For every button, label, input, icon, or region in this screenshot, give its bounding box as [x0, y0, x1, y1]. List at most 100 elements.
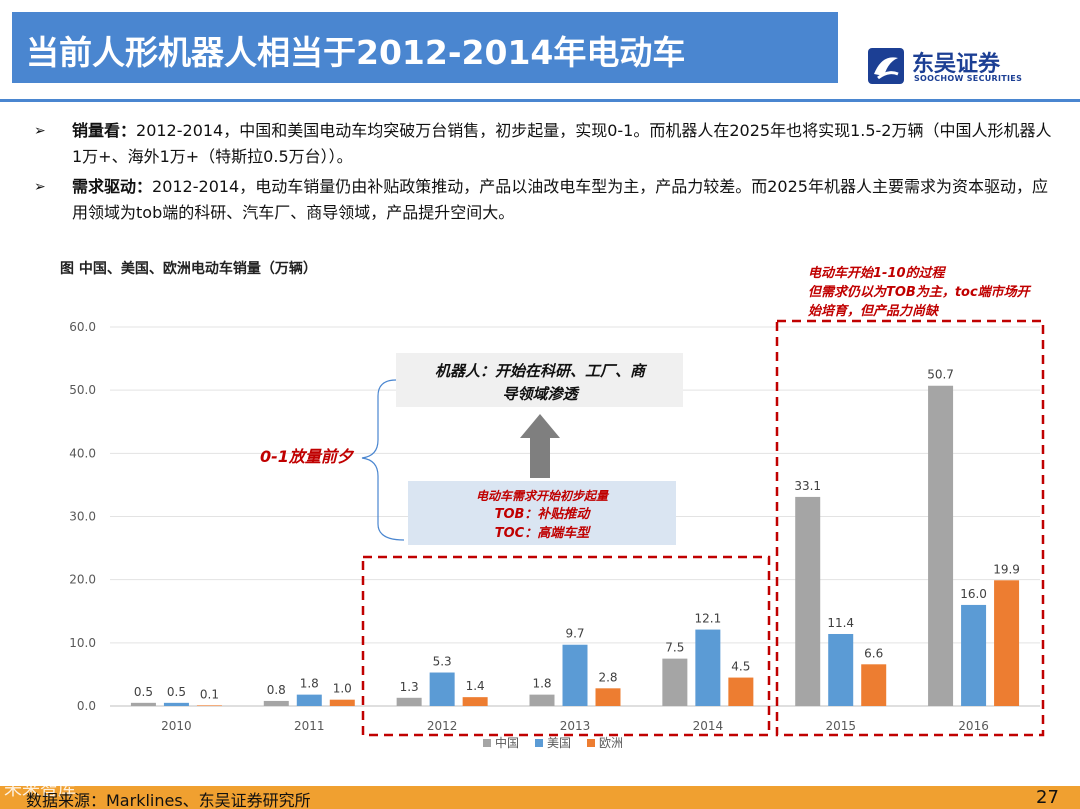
page-number: 27 — [1036, 787, 1059, 808]
ev-sales-chart: 0.0 10.0 20.0 30.0 40.0 50.0 60.0 0.5 0.5 0.1 2010… — [69, 265, 1045, 750]
x-tick-label: 2016 — [958, 719, 989, 733]
x-tick-label: 2012 — [427, 719, 458, 733]
up-arrow-icon — [520, 414, 560, 478]
bullet-text: 2012-2014，中国和美国电动车均突破万台销售，初步起量，实现0-1。而机器… — [72, 121, 1052, 166]
data-label: 0.5 — [134, 685, 153, 699]
legend-label: 美国 — [547, 736, 571, 750]
bullet-list: ➢ 销量看：2012-2014，中国和美国电动车均突破万台销售，初步起量，实现0… — [34, 118, 1054, 230]
data-label: 7.5 — [665, 641, 684, 655]
logo-text-cn: 东吴证券 — [912, 52, 1001, 77]
bar-2016-0 — [928, 385, 954, 706]
robot-annotation-box — [396, 353, 683, 407]
bar-2012-1 — [429, 672, 455, 706]
bullet-demand: ➢ 需求驱动：2012-2014，电动车销量仍由补贴政策推动，产品以油改电车型为… — [34, 174, 1054, 226]
chart-title: 图 中国、美国、欧洲电动车销量（万辆） — [60, 261, 317, 277]
y-tick-label: 60.0 — [69, 320, 96, 334]
ev-annotation-box — [408, 481, 676, 545]
data-label: 0.8 — [267, 683, 286, 697]
y-tick-label: 50.0 — [69, 383, 96, 397]
bullet-label: 销量看： — [72, 121, 137, 140]
data-label: 50.7 — [927, 368, 954, 382]
x-tick-label: 2013 — [560, 719, 591, 733]
data-label: 19.9 — [993, 562, 1020, 576]
bar-2014-0 — [662, 658, 688, 706]
y-tick-label: 40.0 — [69, 446, 96, 460]
data-label: 0.1 — [200, 687, 219, 701]
robot-annotation-line2: 导领域渗透 — [502, 385, 580, 403]
data-source: 数据来源：Marklines、东吴证券研究所 — [26, 791, 311, 809]
x-tick-label: 2011 — [294, 719, 325, 733]
page-title: 当前人形机器人相当于2012-2014年电动车 — [26, 33, 686, 72]
highlight-box-2012-2014 — [361, 555, 771, 737]
data-label: 12.1 — [694, 612, 721, 626]
bar-2015-2 — [861, 664, 887, 706]
scale-note-line1: 电动车开始1-10的过程 — [808, 265, 947, 281]
bar-2014-1 — [695, 629, 721, 706]
data-label: 5.3 — [433, 655, 452, 669]
x-tick-label: 2010 — [161, 719, 192, 733]
logo: 东吴证券 SOOCHOW SECURITIES — [868, 44, 1038, 90]
bar-2013-0 — [529, 694, 555, 706]
x-tick-label: 2015 — [825, 719, 856, 733]
data-label: 2.8 — [598, 670, 617, 684]
bar-2012-0 — [396, 697, 422, 706]
data-label: 1.8 — [300, 677, 319, 691]
soochow-logo-icon — [868, 48, 904, 84]
bar-2014-2 — [728, 677, 754, 706]
y-tick-label: 0.0 — [77, 699, 96, 713]
ev-annotation-line1: 电动车需求开始初步起量 — [476, 489, 610, 503]
bar-2015-1 — [828, 633, 854, 706]
ev-annotation-line3: TOC：高端车型 — [495, 525, 591, 541]
bullet-label: 需求驱动： — [72, 177, 153, 196]
legend-label: 中国 — [495, 735, 519, 750]
y-tick-label: 20.0 — [69, 573, 96, 587]
legend-swatch — [535, 739, 543, 747]
bar-2012-2 — [462, 697, 488, 706]
bar-2011-1 — [296, 694, 322, 706]
y-tick-label: 10.0 — [69, 636, 96, 650]
legend-swatch — [483, 739, 491, 747]
title-bar: 当前人形机器人相当于2012-2014年电动车 — [12, 12, 838, 83]
data-label: 16.0 — [960, 587, 987, 601]
scale-note-line2: 但需求仍以为TOB为主，toc端市场开 — [808, 284, 1032, 300]
zero-one-label: 0-1放量前夕 — [260, 447, 355, 466]
legend-label: 欧洲 — [599, 736, 623, 750]
bar-2016-1 — [961, 604, 987, 706]
logo-text-en: SOOCHOW SECURITIES — [914, 74, 1023, 83]
arrow-bullet-icon: ➢ — [34, 123, 46, 139]
data-label: 11.4 — [827, 616, 854, 630]
robot-annotation-line1: 机器人：开始在科研、工厂、商 — [435, 362, 648, 380]
ev-annotation-line2: TOB：补贴推动 — [495, 506, 592, 522]
bar-2015-0 — [795, 496, 821, 706]
footer-bar — [0, 786, 1080, 809]
data-label: 1.0 — [333, 682, 352, 696]
data-label: 33.1 — [794, 479, 821, 493]
bar-2013-2 — [595, 688, 621, 706]
bar-2010-0 — [130, 702, 156, 706]
arrow-bullet-icon: ➢ — [34, 179, 46, 195]
chart-legend: 中国 美国 欧洲 — [483, 735, 623, 750]
x-tick-label: 2014 — [693, 719, 724, 733]
y-tick-label: 30.0 — [69, 510, 96, 524]
data-label: 0.5 — [167, 685, 186, 699]
data-label: 9.7 — [565, 627, 584, 641]
bar-2011-2 — [329, 699, 355, 706]
data-label: 6.6 — [864, 646, 883, 660]
legend-swatch — [587, 739, 595, 747]
data-label: 4.5 — [731, 660, 750, 674]
data-label: 1.3 — [400, 680, 419, 694]
watermark: 未来智库 — [4, 779, 76, 800]
highlight-box-2015-2016 — [775, 319, 1045, 737]
bar-2010-1 — [163, 702, 189, 706]
bar-2010-2 — [196, 705, 222, 706]
title-divider — [0, 99, 1080, 102]
bar-2011-0 — [263, 700, 289, 706]
brace-icon — [361, 379, 405, 541]
bullet-text: 2012-2014，电动车销量仍由补贴政策推动，产品以油改电车型为主，产品力较差… — [72, 177, 1048, 222]
bullet-sales: ➢ 销量看：2012-2014，中国和美国电动车均突破万台销售，初步起量，实现0… — [34, 118, 1054, 170]
scale-note-line3: 始培育，但产品力尚缺 — [808, 303, 940, 319]
data-label: 1.8 — [532, 677, 551, 691]
bar-2016-2 — [994, 580, 1020, 706]
data-label: 1.4 — [466, 679, 485, 693]
bar-2013-1 — [562, 644, 588, 706]
